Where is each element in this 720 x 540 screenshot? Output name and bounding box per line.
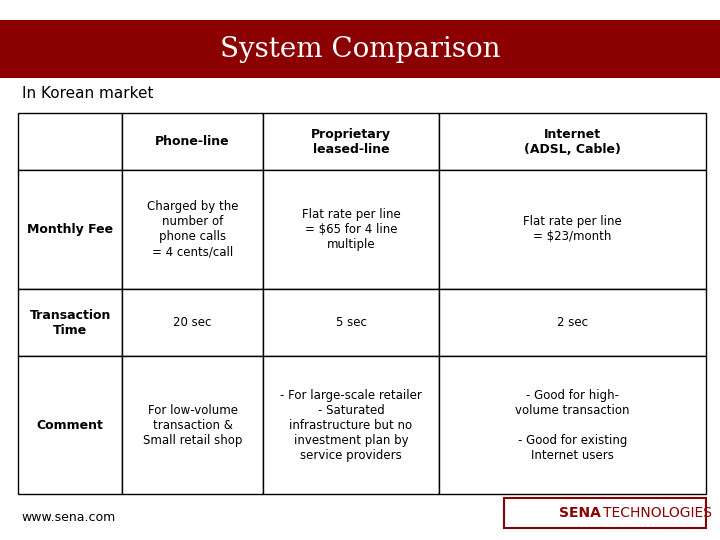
FancyBboxPatch shape <box>18 356 122 494</box>
Text: Comment: Comment <box>37 418 104 432</box>
Text: In Korean market: In Korean market <box>22 86 153 102</box>
FancyBboxPatch shape <box>439 289 706 356</box>
FancyBboxPatch shape <box>263 289 439 356</box>
Text: For low-volume
transaction &
Small retail shop: For low-volume transaction & Small retai… <box>143 404 243 447</box>
Text: 2 sec: 2 sec <box>557 316 588 329</box>
Text: System Comparison: System Comparison <box>220 36 500 63</box>
Text: SENA: SENA <box>559 506 601 520</box>
FancyBboxPatch shape <box>504 498 706 528</box>
FancyBboxPatch shape <box>122 289 263 356</box>
Text: Monthly Fee: Monthly Fee <box>27 223 113 236</box>
FancyBboxPatch shape <box>263 356 439 494</box>
Text: - For large-scale retailer
- Saturated
infrastructure but no
investment plan by
: - For large-scale retailer - Saturated i… <box>280 389 422 462</box>
Text: 5 sec: 5 sec <box>336 316 366 329</box>
FancyBboxPatch shape <box>18 289 122 356</box>
Text: - Good for high-
volume transaction

- Good for existing
Internet users: - Good for high- volume transaction - Go… <box>515 389 630 462</box>
FancyBboxPatch shape <box>439 170 706 289</box>
Text: TECHNOLOGIES: TECHNOLOGIES <box>603 506 711 520</box>
Text: Internet
(ADSL, Cable): Internet (ADSL, Cable) <box>524 128 621 156</box>
Text: Flat rate per line
= $23/month: Flat rate per line = $23/month <box>523 215 622 244</box>
Text: Charged by the
number of
phone calls
= 4 cents/call: Charged by the number of phone calls = 4… <box>147 200 238 259</box>
FancyBboxPatch shape <box>439 113 706 170</box>
FancyBboxPatch shape <box>18 170 122 289</box>
FancyBboxPatch shape <box>263 113 439 170</box>
FancyBboxPatch shape <box>18 113 122 170</box>
Text: www.sena.com: www.sena.com <box>22 511 116 524</box>
Text: Transaction
Time: Transaction Time <box>30 309 111 336</box>
Text: Proprietary
leased-line: Proprietary leased-line <box>311 128 391 156</box>
FancyBboxPatch shape <box>122 170 263 289</box>
FancyBboxPatch shape <box>0 20 720 78</box>
Text: Phone-line: Phone-line <box>156 135 230 148</box>
Text: Flat rate per line
= $65 for 4 line
multiple: Flat rate per line = $65 for 4 line mult… <box>302 208 400 251</box>
FancyBboxPatch shape <box>263 170 439 289</box>
FancyBboxPatch shape <box>439 356 706 494</box>
FancyBboxPatch shape <box>122 356 263 494</box>
FancyBboxPatch shape <box>122 113 263 170</box>
Text: 20 sec: 20 sec <box>174 316 212 329</box>
